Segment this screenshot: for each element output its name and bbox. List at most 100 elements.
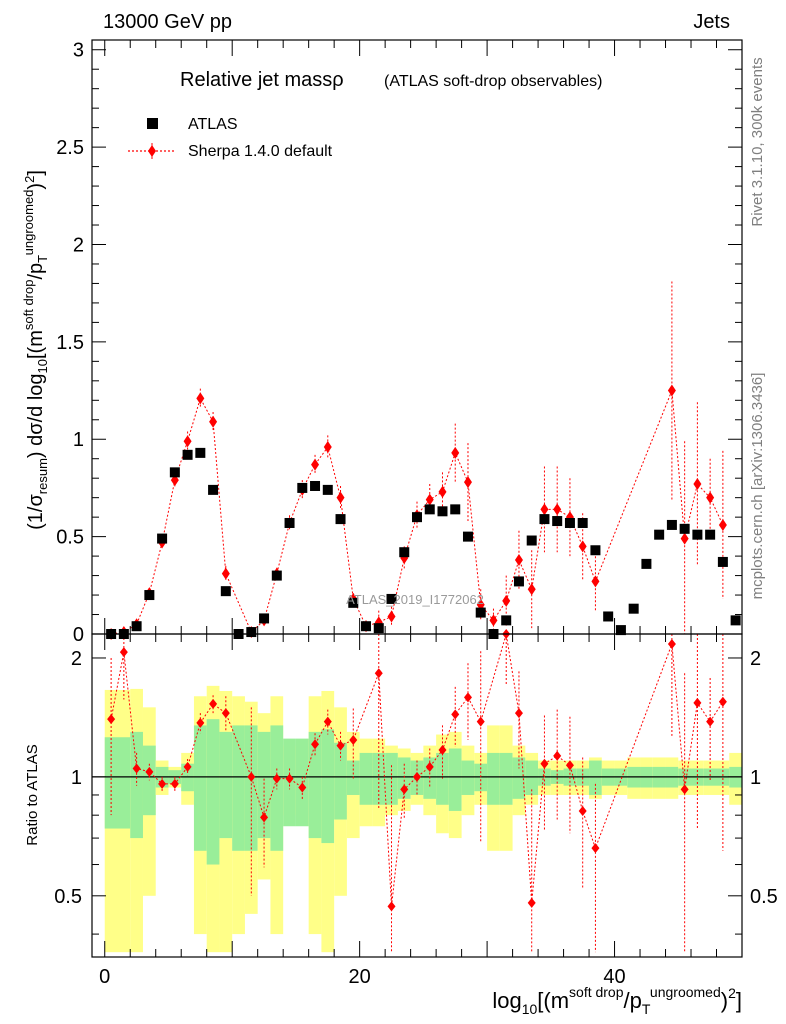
atlas-point — [361, 621, 372, 632]
x-tick-label: 0 — [99, 966, 110, 988]
ratio-band-stat-bin — [193, 725, 207, 851]
atlas-point — [297, 482, 308, 493]
ratio-series — [107, 629, 727, 953]
atlas-point — [679, 523, 690, 534]
ratio-point — [578, 805, 587, 816]
atlas-point — [220, 586, 231, 597]
main-y-tick-label: 3 — [73, 40, 84, 62]
atlas-point — [348, 597, 359, 608]
ratio-point — [209, 698, 218, 709]
ratio-band-stat-bin — [487, 752, 500, 805]
ratio-y-tick-label-left: 1 — [71, 767, 82, 789]
atlas-point — [157, 533, 168, 544]
legend: ATLAS Sherpa 1.4.0 default — [128, 116, 333, 160]
atlas-point — [259, 613, 270, 624]
ratio-point — [540, 758, 549, 769]
ratio-point — [145, 766, 154, 777]
ratio-y-tick-label-right: 1 — [750, 767, 761, 789]
ratio-point — [438, 744, 447, 755]
sherpa-point — [196, 392, 205, 405]
sherpa-point — [209, 415, 218, 428]
atlas-point — [335, 514, 346, 525]
atlas-point — [373, 623, 384, 634]
atlas-point — [577, 517, 588, 528]
ratio-point — [476, 716, 485, 727]
ratio-band-stat-bin — [142, 745, 156, 816]
atlas-point — [271, 570, 282, 581]
atlas-point — [628, 603, 639, 614]
sherpa-point — [527, 583, 536, 596]
sherpa-point — [667, 384, 676, 397]
ratio-band-stat-bin — [589, 760, 602, 795]
main-y-tick-label: 2.5 — [56, 137, 84, 159]
sherpa-point — [183, 435, 192, 448]
atlas-point — [144, 590, 155, 601]
ratio-point — [285, 773, 294, 784]
ratio-band-stat-bin — [461, 760, 475, 795]
atlas-point — [208, 484, 219, 495]
energy-label: 13000 GeV pp — [103, 11, 232, 33]
main-y-axis-title: (1/σresum) dσ/d log10[(msoft drop/pTungr… — [21, 170, 50, 530]
ratio-point — [132, 763, 141, 774]
atlas-point — [666, 519, 677, 530]
ratio-point — [170, 778, 179, 789]
atlas-point — [513, 576, 524, 587]
ratio-y-axis-title: Ratio to ATLAS — [24, 744, 41, 845]
atlas-point — [641, 558, 652, 569]
sherpa-point — [221, 567, 230, 580]
atlas-point — [399, 547, 410, 558]
atlas-point — [717, 556, 728, 567]
ratio-point — [311, 739, 320, 750]
ratio-point — [591, 843, 600, 854]
sherpa-point — [553, 503, 562, 516]
chart-title: Relative jet massρ — [180, 69, 344, 91]
x-tick-label: 40 — [603, 966, 625, 988]
sherpa-point — [323, 441, 332, 454]
legend-atlas-label: ATLAS — [188, 116, 238, 133]
atlas-point — [386, 593, 397, 604]
sherpa-point — [693, 478, 702, 491]
legend-sherpa-marker — [148, 145, 156, 157]
sherpa-point — [718, 518, 727, 531]
sherpa-point — [451, 446, 460, 459]
legend-atlas-marker — [147, 118, 158, 129]
ratio-point — [667, 638, 676, 649]
atlas-point — [501, 615, 512, 626]
ratio-point — [693, 697, 702, 708]
atlas-point — [552, 516, 563, 527]
ratio-point — [298, 782, 307, 793]
sherpa-point — [425, 493, 434, 506]
analysis-watermark: ATLAS_2019_I1772062 — [346, 592, 484, 607]
ratio-point — [413, 771, 421, 782]
ratio-band-stat-bin — [206, 719, 220, 865]
ratio-point — [553, 750, 562, 761]
main-y-tick-label: 2 — [73, 234, 84, 256]
ratio-point — [260, 812, 269, 823]
atlas-point — [424, 504, 435, 515]
atlas-point — [692, 529, 703, 540]
ratio-point — [221, 708, 230, 719]
ratio-point — [349, 734, 358, 745]
ratio-point — [374, 668, 383, 679]
atlas-point — [462, 531, 473, 542]
atlas-point — [437, 506, 448, 517]
legend-sherpa-label: Sherpa 1.4.0 default — [188, 143, 333, 160]
atlas-point — [590, 545, 601, 556]
atlas-point — [412, 512, 422, 523]
atlas-point — [284, 517, 295, 528]
ratio-uncertainty-bands — [92, 685, 742, 953]
sherpa-point — [336, 491, 345, 504]
ratio-point — [718, 696, 727, 707]
ratio-point — [247, 771, 256, 782]
ratio-point — [387, 901, 396, 912]
ratio-band-stat-bin — [525, 760, 539, 795]
atlas-point — [654, 529, 665, 540]
ratio-point — [158, 778, 167, 789]
ratio-sherpa-line — [110, 633, 724, 907]
main-y-tick-label: 1 — [73, 429, 84, 451]
atlas-point — [705, 529, 716, 540]
ratio-point — [425, 761, 434, 772]
ratio-band-stat-bin — [448, 748, 462, 811]
ratio-band-stat-bin — [334, 742, 347, 820]
